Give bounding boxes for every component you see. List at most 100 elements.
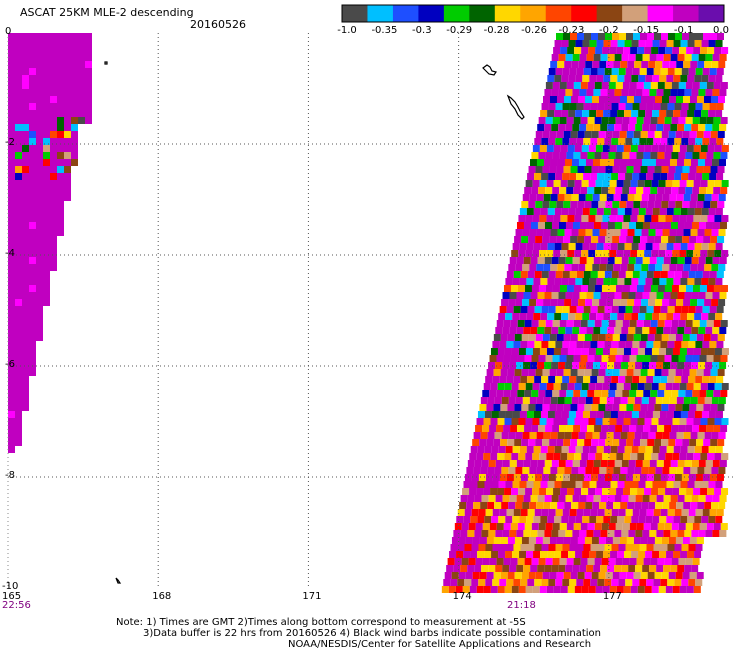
wind-cell bbox=[688, 341, 696, 348]
wind-cell bbox=[710, 439, 718, 446]
wind-cell bbox=[630, 47, 638, 54]
wind-cell bbox=[556, 334, 564, 341]
wind-cell bbox=[521, 369, 529, 376]
wind-cell bbox=[647, 334, 655, 341]
wind-cell bbox=[15, 117, 22, 124]
wind-cell bbox=[552, 390, 560, 397]
wind-cell bbox=[623, 250, 631, 257]
wind-cell bbox=[476, 453, 484, 460]
wind-cell bbox=[529, 432, 537, 439]
wind-cell bbox=[503, 558, 511, 565]
wind-cell bbox=[691, 222, 699, 229]
wind-cell bbox=[493, 572, 501, 579]
wind-cell bbox=[29, 236, 36, 243]
wind-cell bbox=[64, 75, 71, 82]
wind-cell bbox=[57, 103, 64, 110]
wind-cell bbox=[701, 411, 709, 418]
wind-cell bbox=[677, 327, 685, 334]
wind-cell bbox=[623, 586, 631, 593]
wind-cell bbox=[610, 446, 618, 453]
wind-cell bbox=[551, 257, 559, 264]
wind-cell bbox=[701, 75, 709, 82]
wind-cell bbox=[616, 250, 624, 257]
wind-cell bbox=[660, 376, 668, 383]
wind-cell bbox=[488, 362, 496, 369]
wind-cell bbox=[479, 537, 487, 544]
wind-cell bbox=[690, 299, 698, 306]
wind-cell bbox=[622, 355, 630, 362]
wind-cell bbox=[71, 40, 78, 47]
wind-cell bbox=[476, 488, 484, 495]
wind-cell bbox=[622, 320, 630, 327]
wind-cell bbox=[636, 117, 644, 124]
wind-cell bbox=[535, 236, 543, 243]
wind-cell bbox=[557, 467, 565, 474]
wind-cell bbox=[538, 425, 546, 432]
wind-cell bbox=[513, 306, 521, 313]
wind-cell bbox=[674, 474, 682, 481]
wind-cell bbox=[667, 306, 675, 313]
wind-cell bbox=[676, 432, 684, 439]
island-outline bbox=[506, 94, 525, 120]
wind-cell bbox=[577, 334, 585, 341]
wind-cell bbox=[638, 481, 646, 488]
wind-cell bbox=[615, 117, 623, 124]
wind-cell bbox=[714, 453, 722, 460]
wind-cell bbox=[660, 544, 668, 551]
wind-cell bbox=[597, 509, 605, 516]
wind-cell bbox=[57, 215, 64, 222]
wind-cell bbox=[532, 145, 540, 152]
wind-cell bbox=[614, 257, 622, 264]
wind-cell bbox=[668, 201, 676, 208]
wind-cell bbox=[671, 523, 679, 530]
wind-cell bbox=[718, 432, 726, 439]
wind-cell bbox=[591, 439, 599, 446]
wind-cell bbox=[560, 453, 568, 460]
wind-cell bbox=[626, 369, 634, 376]
wind-cell bbox=[572, 565, 580, 572]
wind-cell bbox=[676, 229, 684, 236]
wind-cell bbox=[50, 68, 57, 75]
wind-cell bbox=[695, 509, 703, 516]
wind-cell bbox=[518, 250, 526, 257]
wind-cell bbox=[501, 299, 509, 306]
wind-cell bbox=[684, 222, 692, 229]
wind-cell bbox=[50, 40, 57, 47]
wind-cell bbox=[648, 264, 656, 271]
colorbar-label: -1.0 bbox=[337, 25, 357, 36]
wind-cell bbox=[511, 488, 519, 495]
wind-cell bbox=[621, 327, 629, 334]
wind-cell bbox=[64, 173, 71, 180]
wind-cell bbox=[589, 551, 597, 558]
wind-cell bbox=[582, 40, 590, 47]
wind-cell bbox=[599, 61, 607, 68]
wind-cell bbox=[712, 257, 720, 264]
wind-cell bbox=[669, 194, 677, 201]
wind-cell bbox=[481, 530, 489, 537]
wind-cell bbox=[713, 523, 721, 530]
wind-cell bbox=[15, 362, 22, 369]
wind-cell bbox=[718, 159, 726, 166]
wind-cell bbox=[645, 411, 653, 418]
wind-cell bbox=[635, 565, 643, 572]
wind-cell bbox=[686, 47, 694, 54]
wind-cell bbox=[549, 236, 557, 243]
wind-cell bbox=[483, 453, 491, 460]
wind-cell bbox=[704, 397, 712, 404]
wind-cell bbox=[601, 82, 609, 89]
wind-cell bbox=[632, 376, 640, 383]
wind-cell bbox=[589, 446, 597, 453]
wind-cell bbox=[634, 502, 642, 509]
wind-cell bbox=[22, 33, 29, 40]
wind-cell bbox=[716, 341, 724, 348]
wind-cell bbox=[638, 110, 646, 117]
wind-cell bbox=[617, 278, 625, 285]
wind-cell bbox=[640, 131, 648, 138]
wind-cell bbox=[615, 523, 623, 530]
wind-cell bbox=[78, 96, 85, 103]
wind-cell bbox=[610, 208, 618, 215]
wind-cell bbox=[548, 509, 556, 516]
wind-cell bbox=[682, 369, 690, 376]
wind-cell bbox=[591, 369, 599, 376]
wind-cell bbox=[647, 404, 655, 411]
